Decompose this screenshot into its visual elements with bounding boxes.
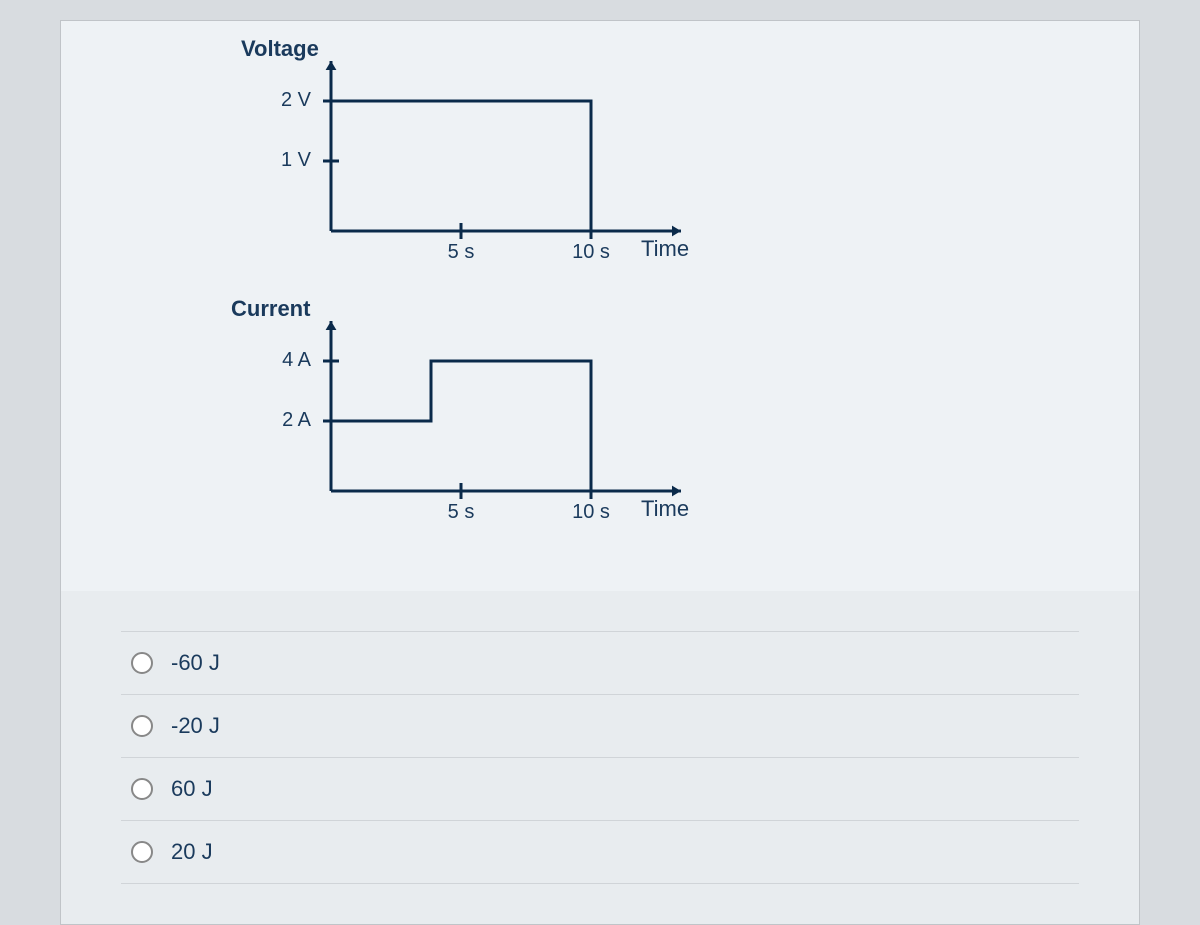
- question-panel: Voltage 2 V 1 V 5 s 10 s Time Current 4 …: [60, 20, 1140, 925]
- charts-area: Voltage 2 V 1 V 5 s 10 s Time Current 4 …: [61, 21, 1139, 591]
- answer-label: 60 J: [171, 776, 213, 802]
- answer-option-1[interactable]: -20 J: [121, 695, 1079, 758]
- radio-icon: [131, 778, 153, 800]
- answer-label: 20 J: [171, 839, 213, 865]
- current-chart-svg: [261, 301, 761, 541]
- answer-option-3[interactable]: 20 J: [121, 821, 1079, 884]
- answer-option-2[interactable]: 60 J: [121, 758, 1079, 821]
- radio-icon: [131, 841, 153, 863]
- answer-options: -60 J -20 J 60 J 20 J: [61, 591, 1139, 924]
- current-chart: Current 4 A 2 A 5 s 10 s Time: [261, 301, 1099, 541]
- voltage-chart: Voltage 2 V 1 V 5 s 10 s Time: [261, 41, 1099, 281]
- voltage-chart-svg: [261, 41, 761, 281]
- radio-icon: [131, 715, 153, 737]
- answer-label: -20 J: [171, 713, 220, 739]
- answer-option-0[interactable]: -60 J: [121, 631, 1079, 695]
- answer-label: -60 J: [171, 650, 220, 676]
- radio-icon: [131, 652, 153, 674]
